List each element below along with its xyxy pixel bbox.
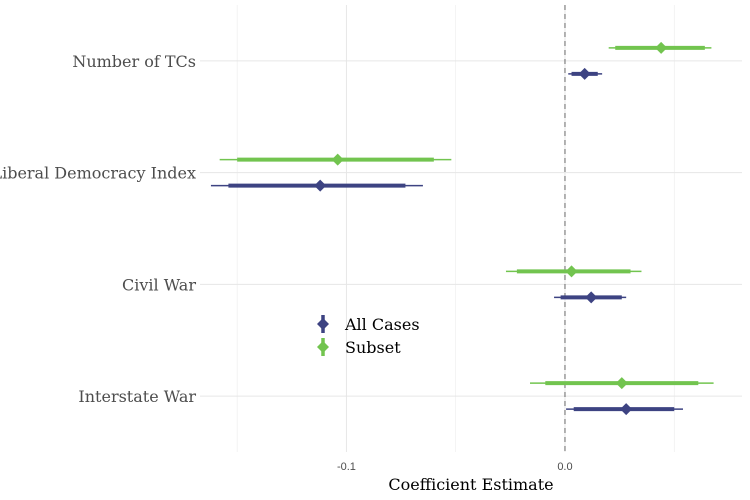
x-tick-label: -0.1	[337, 461, 356, 473]
estimate-all-cases	[568, 67, 603, 80]
estimates-layer	[210, 41, 714, 416]
grid-lines	[200, 5, 742, 452]
legend-key-diamond	[317, 318, 329, 330]
estimate-all-cases	[554, 291, 627, 304]
point-estimate	[585, 291, 598, 304]
legend-key-diamond	[317, 341, 329, 353]
estimate-all-cases	[566, 403, 683, 416]
y-axis-label: Interstate War	[78, 387, 196, 406]
y-axis-labels: Number of TCs Liberal Democracy Index Civi…	[0, 52, 196, 406]
point-estimate	[565, 265, 578, 278]
point-estimate	[331, 153, 344, 166]
point-estimate	[578, 67, 591, 80]
point-estimate	[620, 403, 633, 416]
legend-label: Subset	[345, 338, 401, 357]
point-estimate	[615, 377, 628, 390]
x-axis-ticks: -0.1 0.0	[337, 461, 573, 473]
point-estimate	[655, 41, 668, 54]
estimate-all-cases	[210, 179, 423, 192]
x-axis-title: Coefficient Estimate	[388, 475, 553, 494]
y-axis-label: Liberal Democracy Index	[0, 164, 196, 183]
legend-item: All Cases	[317, 315, 420, 334]
estimate-subset	[505, 265, 642, 278]
estimate-subset	[219, 153, 452, 166]
x-tick-label: 0.0	[557, 461, 572, 473]
estimate-subset	[530, 377, 714, 390]
y-axis-label: Civil War	[122, 275, 196, 294]
y-axis-label: Number of TCs	[72, 52, 196, 71]
estimate-subset	[608, 41, 712, 54]
legend: All Cases Subset	[317, 315, 420, 357]
point-estimate	[314, 179, 327, 192]
legend-item: Subset	[317, 338, 401, 357]
legend-label: All Cases	[344, 315, 420, 334]
